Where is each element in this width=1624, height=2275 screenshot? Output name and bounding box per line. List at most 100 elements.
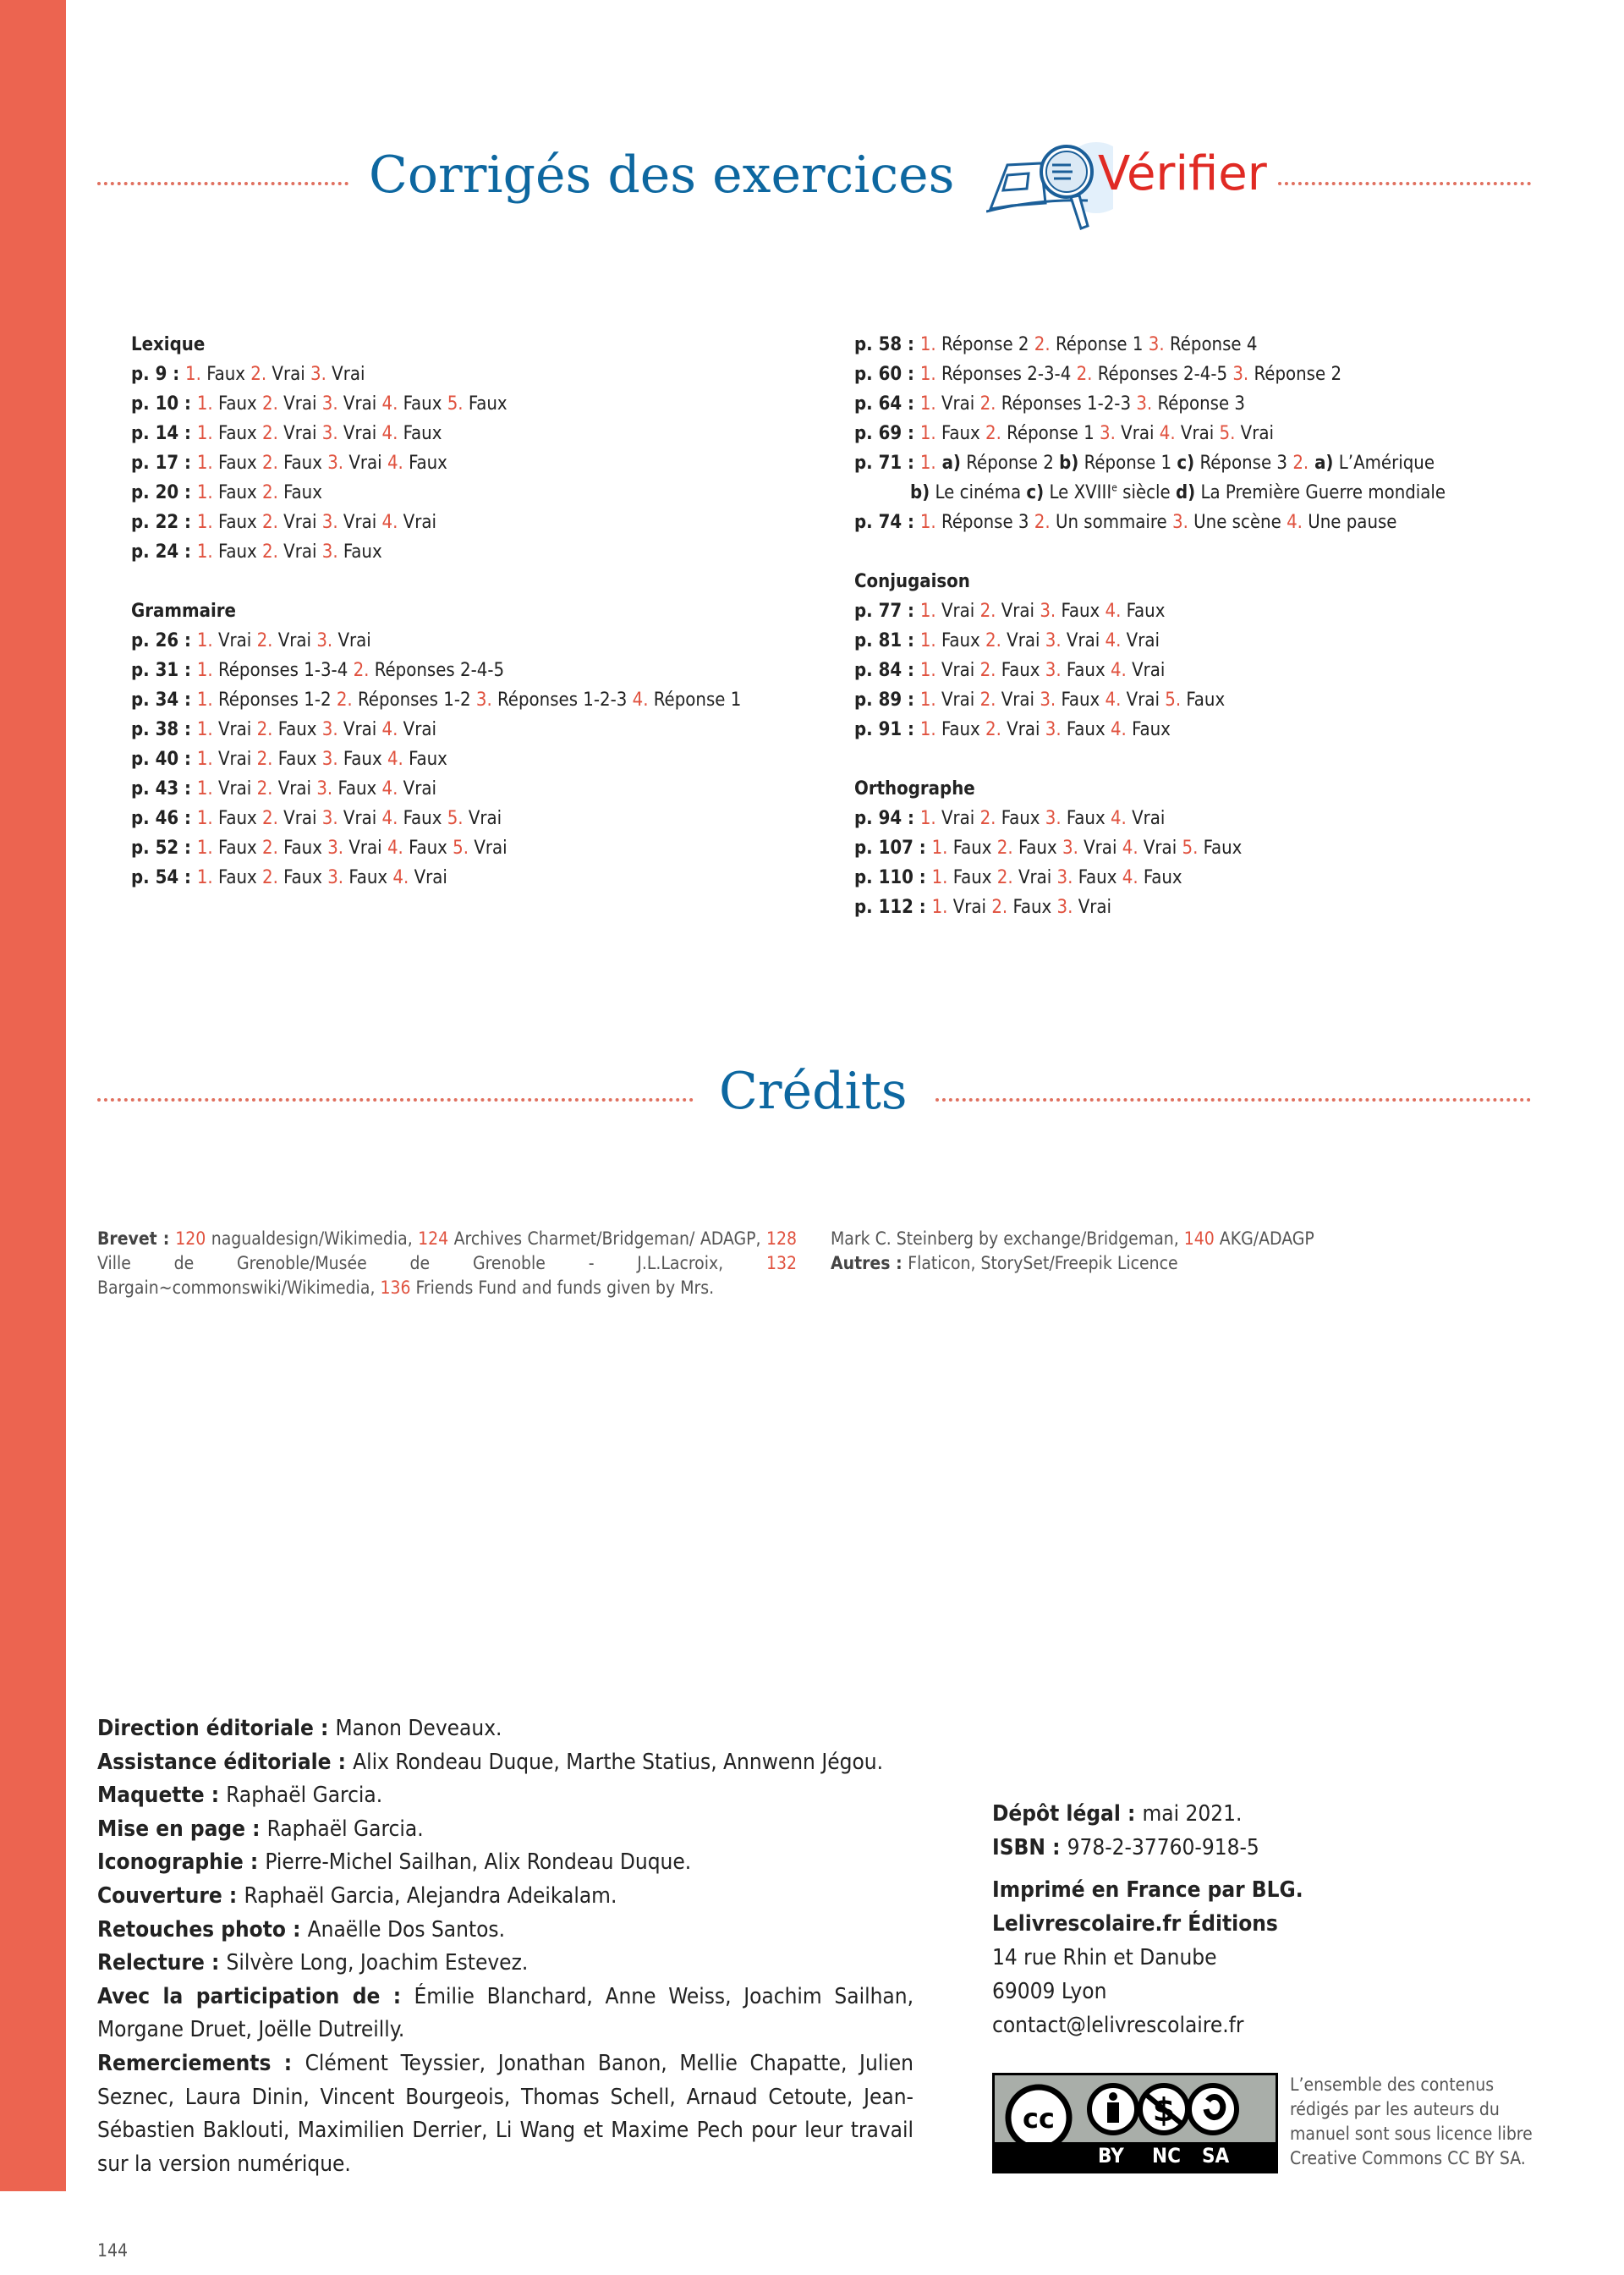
page-edge-bar <box>0 0 66 2191</box>
answer-text: Réponse 1 <box>648 690 742 711</box>
item-number: 1. <box>196 690 213 711</box>
bold-label: c) <box>1177 453 1195 474</box>
item-number: 2. <box>1034 334 1051 355</box>
answer-text: Faux <box>403 838 453 859</box>
staff-names: Raphaël Garcia. <box>226 1783 383 1809</box>
answer-text: Le XVIII <box>1044 482 1112 503</box>
answer-text: Faux <box>1056 690 1106 711</box>
item-number: 124 <box>418 1228 449 1249</box>
staff-entry: Assistance éditoriale : Alix Rondeau Duq… <box>97 1746 914 1780</box>
item-number: 1. <box>196 393 213 415</box>
item-number: 2. <box>256 719 273 740</box>
answer-text: Faux <box>398 423 442 444</box>
answer-text: Vrai <box>277 541 322 563</box>
item-number: 3. <box>327 867 344 888</box>
staff-entry: Relecture : Silvère Long, Joachim Esteve… <box>97 1947 914 1981</box>
divider-dots <box>97 1098 694 1102</box>
item-number: 1. <box>931 897 948 918</box>
answer-text: Mark C. Steinberg by exchange/Bridgeman, <box>831 1228 1184 1249</box>
divider-dots <box>97 182 348 185</box>
bold-label: d) <box>1175 482 1196 503</box>
answer-line: p. 112 : 1. Vrai 2. Faux 3. Vrai <box>854 893 1446 922</box>
item-number: 3. <box>321 512 338 533</box>
answer-text: Vrai <box>935 601 980 622</box>
staff-names: Pierre-Michel Sailhan, Alix Rondeau Duqu… <box>265 1849 692 1876</box>
answer-text: Réponse 3 <box>1152 393 1246 415</box>
answer-text: Vrai <box>947 897 992 918</box>
item-number: 3. <box>1045 719 1062 740</box>
item-number: 1. <box>919 808 936 829</box>
item-number: 4. <box>387 453 403 474</box>
item-number: 5. <box>453 838 469 859</box>
answer-text: Faux <box>1061 808 1111 829</box>
answer-text: Un sommaire <box>1050 512 1173 533</box>
contact-email[interactable]: contact@lelivrescolaire.fr <box>992 2013 1244 2038</box>
item-number: 1. <box>931 867 948 888</box>
answer-text: Réponses 1-2 <box>212 690 337 711</box>
answer-text: Réponse 2 <box>960 453 1060 474</box>
cc-nc: NC <box>1152 2144 1181 2168</box>
item-number: 3. <box>475 690 492 711</box>
answers-right-column: p. 58 : 1. Réponse 2 2. Réponse 1 3. Rép… <box>854 330 1446 922</box>
bold-label: p. 14 : <box>131 423 197 444</box>
answer-text: Faux <box>935 719 986 740</box>
cc-by-nc-sa-badge: cc $ BY NC SA <box>992 2073 1278 2173</box>
answer-text: Faux <box>337 749 387 770</box>
bold-label: Brevet : <box>97 1228 176 1249</box>
answer-text: Vrai <box>343 453 387 474</box>
answer-text: Faux <box>1138 867 1182 888</box>
answer-line: p. 31 : 1. Réponses 1-3-4 2. Réponses 2-… <box>131 656 741 685</box>
staff-role: Direction éditoriale : <box>97 1716 336 1741</box>
staff-role: Couverture : <box>97 1882 244 1909</box>
page-title: Corrigés des exercices <box>369 146 955 205</box>
credits-continued: Mark C. Steinberg by exchange/Bridgeman,… <box>831 1227 1423 1251</box>
answer-text: Vrai <box>337 512 382 533</box>
item-number: 1. <box>196 867 213 888</box>
bold-label: p. 52 : <box>131 838 197 859</box>
item-number: 3. <box>310 364 326 385</box>
answer-text: Réponses 1-2 <box>352 690 476 711</box>
item-number: 3. <box>316 778 333 800</box>
indent <box>854 482 910 503</box>
answer-text: Faux <box>212 453 263 474</box>
answer-text: Réponse 1 <box>1050 334 1149 355</box>
answer-text: Vrai <box>212 719 257 740</box>
staff-names: Anaëlle Dos Santos. <box>307 1916 506 1943</box>
item-number: 1. <box>919 660 936 681</box>
item-number: 3. <box>1040 601 1056 622</box>
answer-text: Faux <box>463 393 508 415</box>
staff-list: Direction éditoriale : Manon Deveaux. Ass… <box>97 1712 914 2181</box>
answer-text: Vrai <box>469 838 508 859</box>
item-number: 2. <box>979 690 996 711</box>
answer-text: Réponse 3 <box>1194 453 1293 474</box>
item-number: 1. <box>196 719 213 740</box>
answer-text: Une pause <box>1302 512 1397 533</box>
answer-line: p. 38 : 1. Vrai 2. Faux 3. Vrai 4. Vrai <box>131 715 741 745</box>
item-number: 2. <box>985 423 1001 444</box>
answer-text: Une scène <box>1188 512 1287 533</box>
attribution-icon <box>1087 2083 1139 2135</box>
answer-text: La Première Guerre mondiale <box>1195 482 1446 503</box>
answer-line: p. 46 : 1. Faux 2. Vrai 3. Vrai 4. Faux … <box>131 804 741 833</box>
bold-label: p. 9 : <box>131 364 186 385</box>
item-number: 5. <box>1182 838 1199 859</box>
bold-label: p. 69 : <box>854 423 920 444</box>
answer-text: Vrai <box>935 393 980 415</box>
item-number: 5. <box>1165 690 1182 711</box>
answer-text: Faux <box>277 838 328 859</box>
answers-left-column: Lexique p. 9 : 1. Faux 2. Vrai 3. Vrai p. … <box>131 330 741 893</box>
bold-label: p. 107 : <box>854 838 932 859</box>
answer-text: Faux <box>947 867 997 888</box>
answer-text: Réponse 1 <box>1001 423 1100 444</box>
item-number: 4. <box>381 719 398 740</box>
magnifier-book-icon <box>986 142 1113 230</box>
answer-text: Vrai <box>398 512 436 533</box>
bold-label: p. 17 : <box>131 453 197 474</box>
answer-text: Vrai <box>277 808 322 829</box>
item-number: 1. <box>196 630 213 651</box>
answer-text: Vrai <box>935 660 980 681</box>
item-number: 2. <box>991 897 1008 918</box>
bold-label: b) <box>1059 453 1079 474</box>
staff-role: Relecture : <box>97 1950 227 1976</box>
answer-text: Vrai <box>332 630 371 651</box>
